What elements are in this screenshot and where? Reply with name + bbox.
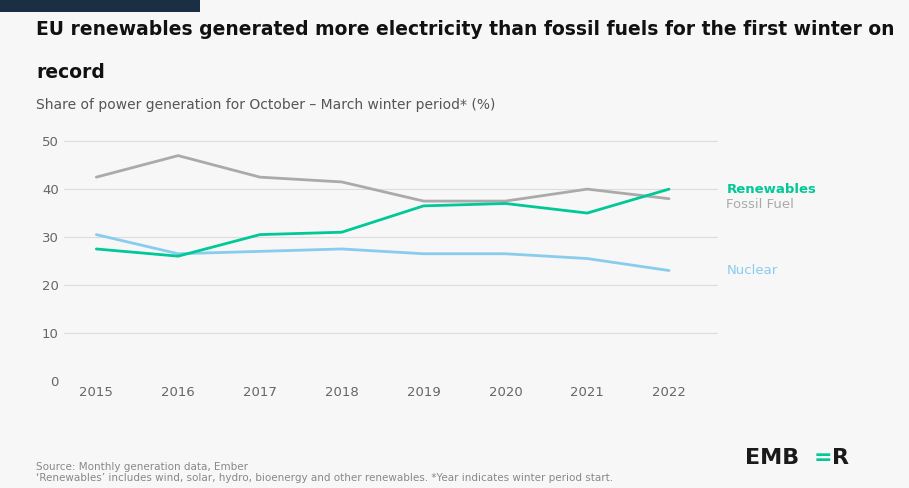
Text: EMB: EMB	[745, 448, 800, 468]
Text: R: R	[832, 448, 849, 468]
Text: record: record	[36, 63, 105, 82]
Text: Share of power generation for October – March winter period* (%): Share of power generation for October – …	[36, 98, 495, 112]
Bar	[200, 0, 909, 12]
Text: Nuclear: Nuclear	[726, 264, 777, 277]
Text: EU renewables generated more electricity than fossil fuels for the first winter : EU renewables generated more electricity…	[36, 20, 894, 39]
Text: Fossil Fuel: Fossil Fuel	[726, 198, 794, 211]
Text: Source: Monthly generation data, Ember
‘Renewables’ includes wind, solar, hydro,: Source: Monthly generation data, Ember ‘…	[36, 462, 614, 483]
Text: Renewables: Renewables	[726, 183, 816, 196]
Text: =: =	[814, 448, 832, 468]
Bar	[0, 0, 200, 12]
